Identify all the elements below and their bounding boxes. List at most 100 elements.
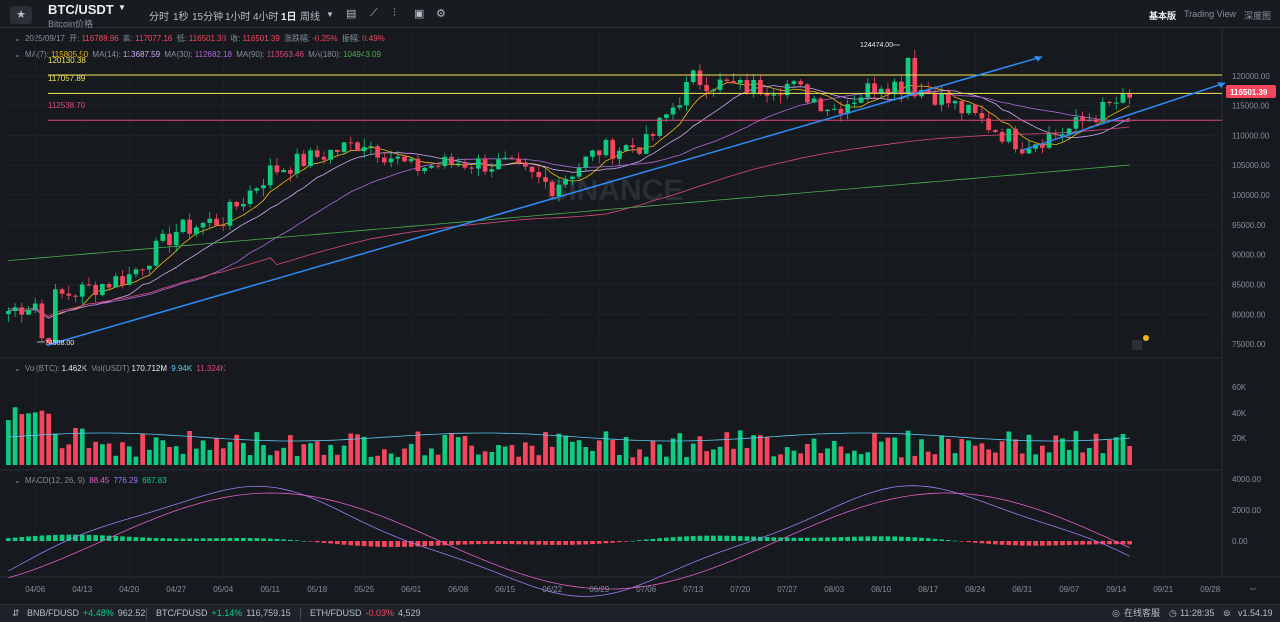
macd-histogram-bar xyxy=(429,541,434,546)
interval-tab-1h[interactable]: 1小时 xyxy=(225,12,251,23)
volume-bar xyxy=(630,457,636,465)
volume-bar xyxy=(402,448,407,465)
macd-histogram-bar xyxy=(476,541,481,545)
ticker-eth[interactable]: ETH/FDUSD -0.03% 4,529 xyxy=(310,605,421,622)
candle-body xyxy=(771,94,777,96)
online-support-link[interactable]: 在线客服 xyxy=(1124,608,1161,618)
macd-histogram-bar xyxy=(966,541,971,543)
volume-bars xyxy=(6,407,1132,465)
notification-dot-icon xyxy=(1143,335,1149,341)
volume-bar xyxy=(66,444,72,465)
settings-gear-icon[interactable]: ⚙ xyxy=(436,8,446,20)
date-tick-label: 09/14 xyxy=(1106,585,1127,594)
macd-histogram-bar xyxy=(247,538,253,541)
macd-histogram-bar xyxy=(12,537,18,541)
candle-body xyxy=(711,89,716,92)
candle-body xyxy=(449,156,454,165)
ma90-label: MA(90): xyxy=(236,50,265,59)
candle-body xyxy=(321,156,327,160)
candle-body xyxy=(53,289,58,343)
volume-bar xyxy=(717,446,723,465)
horizontal-lines[interactable] xyxy=(48,74,1222,121)
candle-body xyxy=(1080,117,1085,122)
trend-lines[interactable] xyxy=(46,55,1226,346)
view-tab-basic[interactable]: 基本版 xyxy=(1149,11,1177,21)
symbol-dropdown-icon[interactable]: ▼ xyxy=(118,3,126,12)
ohlc-low: 116501.39 xyxy=(188,34,227,43)
interval-tab-4h[interactable]: 4小时 xyxy=(253,12,279,23)
candle-body xyxy=(462,163,468,168)
price-chart[interactable]: BINANCE 120000.00 115000.00 110000.00 10500… xyxy=(0,28,1280,604)
macd-histogram-bar xyxy=(395,541,401,547)
macd-histogram-bar xyxy=(1026,541,1032,546)
macd-histogram-bar xyxy=(825,537,830,541)
macd-histogram-bar xyxy=(811,537,817,541)
support-icon[interactable]: ◎ xyxy=(1112,608,1120,618)
axis-settings-icon[interactable]: ⇔ xyxy=(1248,583,1258,594)
macd-histogram-bar xyxy=(576,541,582,545)
volume-bar xyxy=(408,443,414,465)
volume-bar xyxy=(361,436,367,465)
candle-body xyxy=(818,98,824,112)
interval-tab-15m[interactable]: 15分钟 xyxy=(192,12,224,23)
symbol-title[interactable]: BTC/USDT xyxy=(48,2,114,17)
candle-body xyxy=(737,80,743,84)
indicator-list-icon[interactable]: ▤ xyxy=(346,8,357,20)
volume-bar xyxy=(737,430,743,465)
volume-bar xyxy=(321,454,327,465)
ticker-bnb[interactable]: BNB/FDUSD +4.48% 962.52 xyxy=(27,605,145,622)
favorite-star-icon[interactable]: ★ xyxy=(10,6,32,24)
macd-histogram-bar xyxy=(422,541,427,547)
trendline-arrow-icon xyxy=(1217,81,1225,88)
candle-body xyxy=(140,269,145,271)
volume-bar xyxy=(234,434,239,465)
view-tab-tradingview[interactable]: Trading View xyxy=(1184,9,1237,19)
volume-bar xyxy=(160,440,166,465)
layout-icon[interactable]: ▣ xyxy=(414,8,425,20)
candle-body xyxy=(308,150,313,166)
volume-bar xyxy=(999,441,1005,465)
volume-bar xyxy=(1066,449,1072,465)
screenshot-icon[interactable] xyxy=(1132,340,1142,350)
drawing-tools-icon[interactable]: ⟋ xyxy=(370,7,378,19)
macd-histogram-bar xyxy=(126,536,132,541)
candle-body xyxy=(529,166,535,172)
volume-bar xyxy=(657,444,662,465)
hline-label-1: 120130.38 xyxy=(48,56,86,65)
candle-body xyxy=(925,89,931,93)
macd-histogram-bar xyxy=(207,538,213,541)
collapse-chevron-icon[interactable]: ⌄ xyxy=(14,50,21,59)
collapse-chevron-icon[interactable]: ⌄ xyxy=(14,476,21,485)
volume-bar xyxy=(187,430,192,465)
candle-body xyxy=(133,269,139,275)
price-tick-label: 110000.00 xyxy=(1232,131,1270,140)
macd-histogram-bar xyxy=(791,537,797,541)
chart-type-icon[interactable]: ⫶ xyxy=(393,7,396,19)
volume-bar xyxy=(435,454,441,465)
candle-body xyxy=(476,158,481,169)
date-tick-label: 06/15 xyxy=(495,585,516,594)
macd-histogram xyxy=(6,485,1132,597)
view-tab-depth[interactable]: 深度图 xyxy=(1244,11,1272,21)
candle-body xyxy=(382,157,387,163)
candle-body xyxy=(650,134,656,136)
volume-bar xyxy=(583,447,589,465)
candle-body xyxy=(314,150,320,157)
collapse-chevron-icon[interactable]: ⌄ xyxy=(14,364,21,373)
interval-tab-1d[interactable]: 1日 xyxy=(281,12,297,23)
volume-ma-line xyxy=(8,432,1130,442)
ma7-label: MA(7): xyxy=(24,50,49,59)
collapse-chevron-icon[interactable]: ⌄ xyxy=(14,34,21,43)
candle-body xyxy=(120,276,125,285)
ticker-btc[interactable]: BTC/FDUSD +1.14% 116,759.15 xyxy=(156,605,291,622)
interval-tab-1w[interactable]: 周线 xyxy=(300,12,320,23)
interval-tab-1s[interactable]: 1秒 xyxy=(173,12,189,23)
more-intervals-dropdown-icon[interactable]: ▼ xyxy=(326,10,334,19)
macd-histogram-bar xyxy=(932,538,938,541)
candle-body xyxy=(751,79,756,93)
macd-histogram-bar xyxy=(999,541,1005,545)
volume-bar xyxy=(1040,445,1045,465)
volume-bar xyxy=(314,441,320,465)
volume-bar xyxy=(724,432,730,465)
interval-tab-line[interactable]: 分时 xyxy=(149,12,169,23)
